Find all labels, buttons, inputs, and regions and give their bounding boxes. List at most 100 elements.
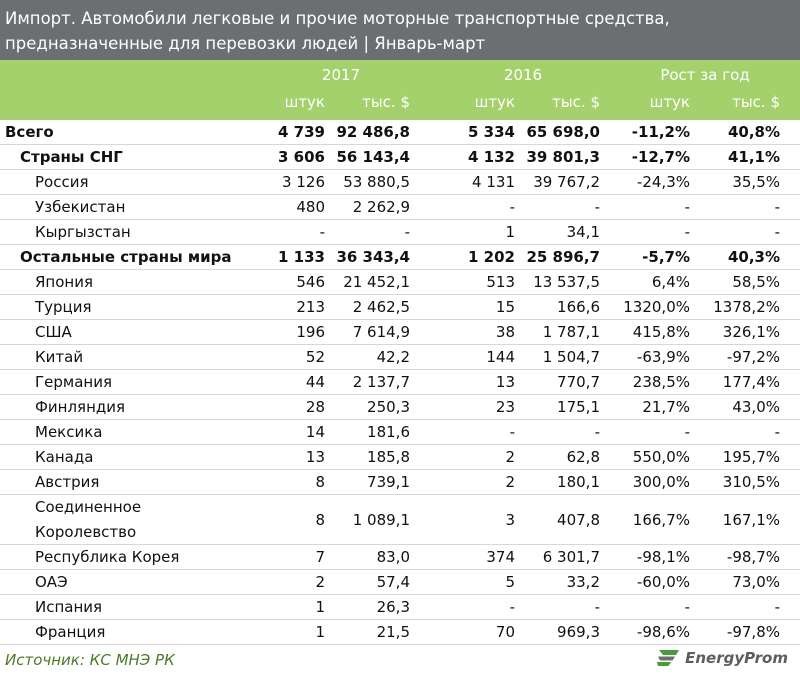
table-row: Финляндия 28 250,3 23 175,1 21,7% 43,0% [0, 395, 800, 420]
table-row: Япония 546 21 452,1 513 13 537,5 6,4% 58,5% [0, 270, 800, 295]
row-cell-5: -24,3% [636, 173, 690, 191]
header-2016: 2016 [503, 66, 543, 84]
header-growth: Рост за год [660, 66, 750, 84]
row-cell-6: 41,1% [727, 148, 780, 166]
row-cell-4: 1 787,1 [542, 323, 600, 341]
row-cell-4: 6 301,7 [542, 548, 600, 566]
row-cell-3: 1 202 [468, 248, 515, 266]
row-cell-1: 44 [305, 373, 325, 391]
row-cell-2: 36 343,4 [336, 248, 410, 266]
row-cell-3: 38 [495, 323, 515, 341]
table-title: Импорт. Автомобили легковые и прочие мот… [0, 0, 800, 60]
row-cell-2: 56 143,4 [336, 148, 410, 166]
row-label: Финляндия [35, 398, 126, 416]
table-row: Турция 213 2 462,5 15 166,6 1320,0% 1378,2% [0, 295, 800, 320]
table-header: 2017 2016 Рост за год штук тыс. $ штук т… [0, 60, 800, 120]
table-row: Китай 52 42,2 144 1 504,7 -63,9% -97,2% [0, 345, 800, 370]
row-cell-1: 14 [305, 423, 325, 441]
table-row: Германия 44 2 137,7 13 770,7 238,5% 177,4% [0, 370, 800, 395]
energyprom-logo-icon [657, 650, 680, 666]
row-cell-6: - [774, 423, 780, 441]
row-cell-5: 21,7% [642, 398, 690, 416]
row-cell-4: - [594, 198, 600, 216]
row-cell-5: - [684, 198, 690, 216]
row-cell-4: 166,6 [557, 298, 600, 316]
row-cell-2: 21,5 [376, 623, 410, 641]
row-cell-1: - [319, 223, 325, 241]
row-cell-1: 52 [305, 348, 325, 366]
row-label: Австрия [35, 473, 100, 491]
row-cell-4: 34,1 [566, 223, 600, 241]
table-row: Кыргызстан - - 1 34,1 - - [0, 220, 800, 245]
row-label: Россия [35, 173, 89, 191]
row-label: Канада [35, 448, 94, 466]
header-growth-units: штук [649, 93, 690, 111]
row-cell-3: 13 [495, 373, 515, 391]
table-row: Испания 1 26,3 - - - - [0, 595, 800, 620]
row-cell-5: 238,5% [632, 373, 690, 391]
row-cell-1: 1 [315, 598, 325, 616]
title-line-1: Импорт. Автомобили легковые и прочие мот… [5, 9, 670, 28]
row-label: Всего [5, 123, 54, 141]
row-cell-2: 181,6 [367, 423, 410, 441]
row-cell-3: 4 131 [472, 173, 515, 191]
row-cell-3: 23 [495, 398, 515, 416]
row-cell-6: -97,2% [726, 348, 780, 366]
row-cell-6: -97,8% [726, 623, 780, 641]
row-cell-5: - [684, 423, 690, 441]
row-cell-5: 300,0% [632, 473, 690, 491]
row-cell-2: 2 462,5 [352, 298, 410, 316]
row-label: Испания [35, 598, 103, 616]
header-2017-units: штук [284, 93, 325, 111]
header-2016-usd: тыс. $ [552, 93, 600, 111]
table-row: Канада 13 185,8 2 62,8 550,0% 195,7% [0, 445, 800, 470]
row-cell-6: 1378,2% [713, 298, 780, 316]
row-cell-1: 13 [305, 448, 325, 466]
row-cell-4: 180,1 [557, 473, 600, 491]
row-cell-5: -98,6% [636, 623, 690, 641]
row-cell-3: 2 [505, 448, 515, 466]
row-cell-1: 3 606 [278, 148, 325, 166]
row-cell-4: 1 504,7 [542, 348, 600, 366]
row-cell-4: 175,1 [557, 398, 600, 416]
row-cell-5: -11,2% [631, 123, 690, 141]
row-cell-6: 40,3% [727, 248, 780, 266]
row-cell-3: 1 [505, 223, 515, 241]
table-row: ОАЭ 2 57,4 5 33,2 -60,0% 73,0% [0, 570, 800, 595]
source-note: Источник: КС МНЭ РК [5, 651, 175, 669]
row-label: Франция [35, 623, 106, 641]
row-cell-2: 1 089,1 [352, 510, 410, 529]
row-cell-5: -98,1% [636, 548, 690, 566]
row-cell-6: - [774, 223, 780, 241]
row-cell-3: 5 334 [468, 123, 515, 141]
row-cell-5: -63,9% [636, 348, 690, 366]
row-cell-1: 7 [315, 548, 325, 566]
row-cell-4: - [594, 598, 600, 616]
row-cell-3: - [509, 423, 515, 441]
row-cell-4: 25 896,7 [526, 248, 600, 266]
row-cell-2: 2 262,9 [352, 198, 410, 216]
row-cell-2: 250,3 [367, 398, 410, 416]
row-cell-6: - [774, 198, 780, 216]
header-2017: 2017 [321, 66, 361, 84]
row-cell-2: 7 614,9 [352, 323, 410, 341]
row-cell-2: 2 137,7 [352, 373, 410, 391]
row-label: Узбекистан [35, 198, 126, 216]
row-cell-5: -12,7% [631, 148, 690, 166]
row-cell-1: 4 739 [278, 123, 325, 141]
table-row: Всего 4 739 92 486,8 5 334 65 698,0 -11,2% 40,… [0, 120, 800, 145]
row-cell-4: 969,3 [557, 623, 600, 641]
row-cell-4: 407,8 [557, 510, 600, 529]
row-cell-6: 40,8% [727, 123, 780, 141]
header-2017-usd: тыс. $ [362, 93, 410, 111]
table-row: Остальные страны мира 1 133 36 343,4 1 202 2… [0, 245, 800, 270]
row-cell-3: 513 [486, 273, 515, 291]
header-2016-units: штук [474, 93, 515, 111]
table-row: Республика Корея 7 83,0 374 6 301,7 -98,1% -98… [0, 545, 800, 570]
row-cell-1: 8 [315, 473, 325, 491]
row-cell-6: 326,1% [722, 323, 780, 341]
row-label: Соединенное Королевство [35, 498, 142, 541]
row-cell-1: 1 133 [278, 248, 325, 266]
row-cell-6: - [774, 598, 780, 616]
row-cell-1: 2 [315, 573, 325, 591]
